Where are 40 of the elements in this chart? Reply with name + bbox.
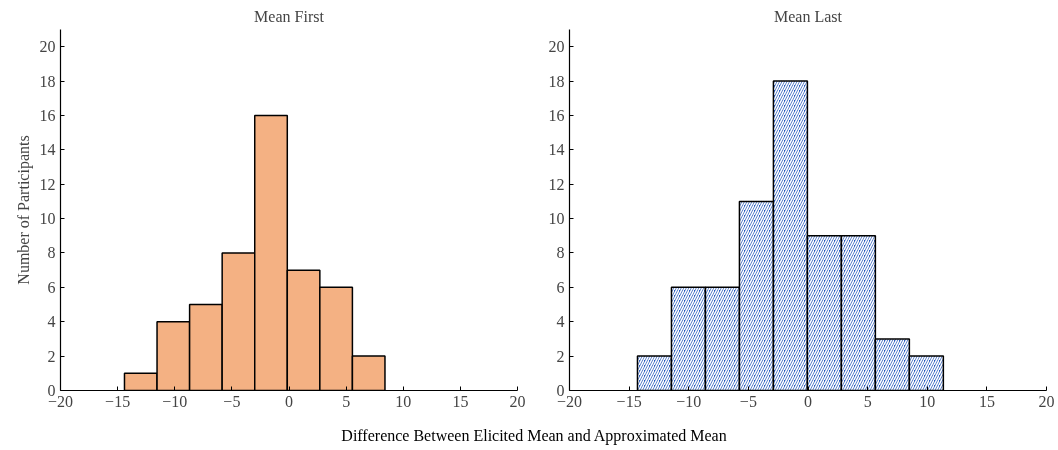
y-tick-label: 18	[39, 72, 56, 90]
y-tick-label: 4	[47, 313, 56, 331]
x-tick-label: −5	[223, 392, 241, 410]
y-tick-label: 20	[39, 38, 56, 56]
x-tick-label: 5	[863, 392, 872, 410]
x-tick-label: −15	[616, 392, 642, 410]
y-tick-label: 12	[39, 175, 56, 193]
x-tick-label: 20	[1038, 392, 1055, 410]
y-tick-label: 8	[47, 244, 56, 262]
y-tick-label: 12	[548, 175, 565, 193]
y-tick-label: 10	[39, 210, 56, 228]
x-tick-label: 10	[395, 392, 412, 410]
x-tick-label: 0	[285, 392, 293, 410]
x-tick-label: 15	[452, 392, 469, 410]
y-axis-title: Number of Participants	[14, 135, 33, 285]
y-tick-label: 14	[548, 141, 565, 159]
y-tick-label: 2	[47, 347, 56, 365]
y-tick-label: 16	[548, 106, 565, 124]
y-tick-label: 6	[556, 278, 565, 296]
chart-title: Mean Last	[774, 7, 843, 25]
x-tick-label: 5	[342, 392, 351, 410]
x-tick-label: −15	[105, 392, 131, 410]
x-tick-label: −10	[676, 392, 702, 410]
y-tick-label: 2	[556, 347, 565, 365]
x-tick-label: 0	[804, 392, 812, 410]
y-tick-label: 10	[548, 210, 565, 228]
y-tick-label: 18	[548, 72, 565, 90]
x-axis-title: Difference Between Elicited Mean and Approximated Mean	[341, 426, 727, 447]
y-tick-label: 6	[47, 278, 56, 296]
y-tick-label: 20	[548, 38, 565, 56]
x-tick-label: 15	[978, 392, 995, 410]
x-tick-label: −5	[739, 392, 757, 410]
x-tick-label: 10	[919, 392, 936, 410]
x-tick-label: −10	[162, 392, 188, 410]
y-tick-label: 16	[39, 106, 56, 124]
x-tick-label: 20	[509, 392, 526, 410]
y-tick-label: 4	[556, 313, 565, 331]
y-tick-label: 8	[556, 244, 565, 262]
chart-title: Mean First	[254, 7, 325, 25]
y-tick-label: 14	[39, 141, 56, 159]
